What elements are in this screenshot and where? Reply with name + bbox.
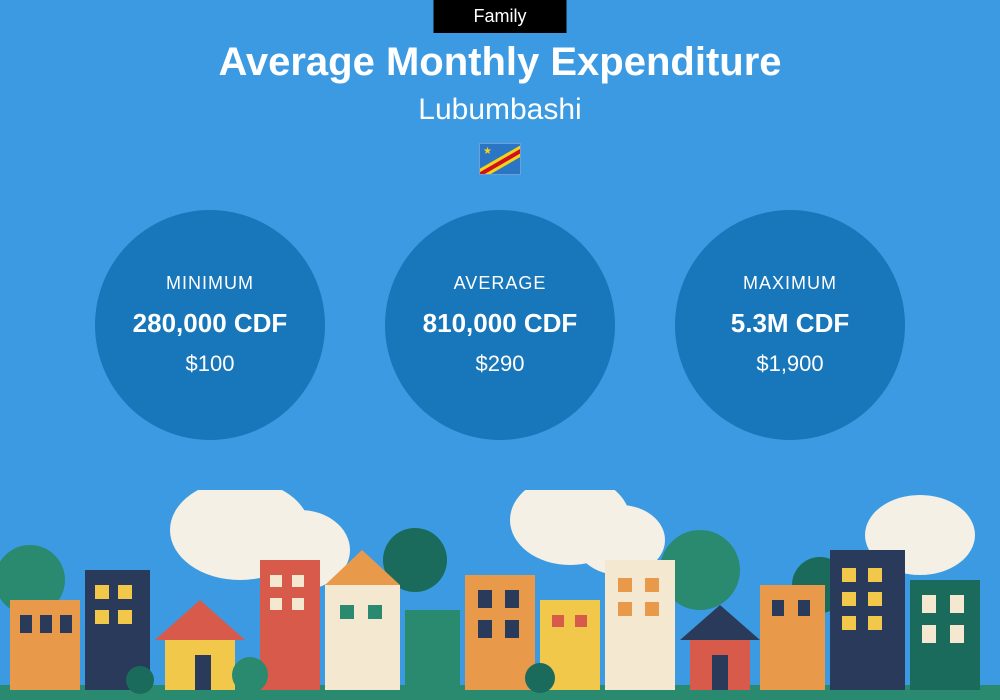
stats-row: MINIMUM 280,000 CDF $100 AVERAGE 810,000… — [0, 210, 1000, 440]
stat-usd: $100 — [186, 351, 235, 377]
stat-usd: $290 — [476, 351, 525, 377]
stat-amount: 5.3M CDF — [731, 308, 849, 339]
stat-label: MAXIMUM — [743, 273, 837, 294]
category-tab[interactable]: Family — [434, 0, 567, 33]
stat-circle-minimum: MINIMUM 280,000 CDF $100 — [95, 210, 325, 440]
stat-circle-average: AVERAGE 810,000 CDF $290 — [385, 210, 615, 440]
stat-label: AVERAGE — [454, 273, 547, 294]
header: Average Monthly Expenditure Lubumbashi ★ — [0, 40, 1000, 180]
stat-label: MINIMUM — [166, 273, 254, 294]
page-title: Average Monthly Expenditure — [0, 40, 1000, 85]
city-name: Lubumbashi — [0, 93, 1000, 127]
flag-star-icon: ★ — [483, 146, 492, 157]
stat-amount: 280,000 CDF — [133, 308, 288, 339]
stat-amount: 810,000 CDF — [423, 308, 578, 339]
stat-usd: $1,900 — [756, 351, 823, 377]
category-tab-label: Family — [474, 6, 527, 26]
stat-circle-maximum: MAXIMUM 5.3M CDF $1,900 — [675, 210, 905, 440]
drc-flag-icon: ★ — [479, 143, 521, 175]
